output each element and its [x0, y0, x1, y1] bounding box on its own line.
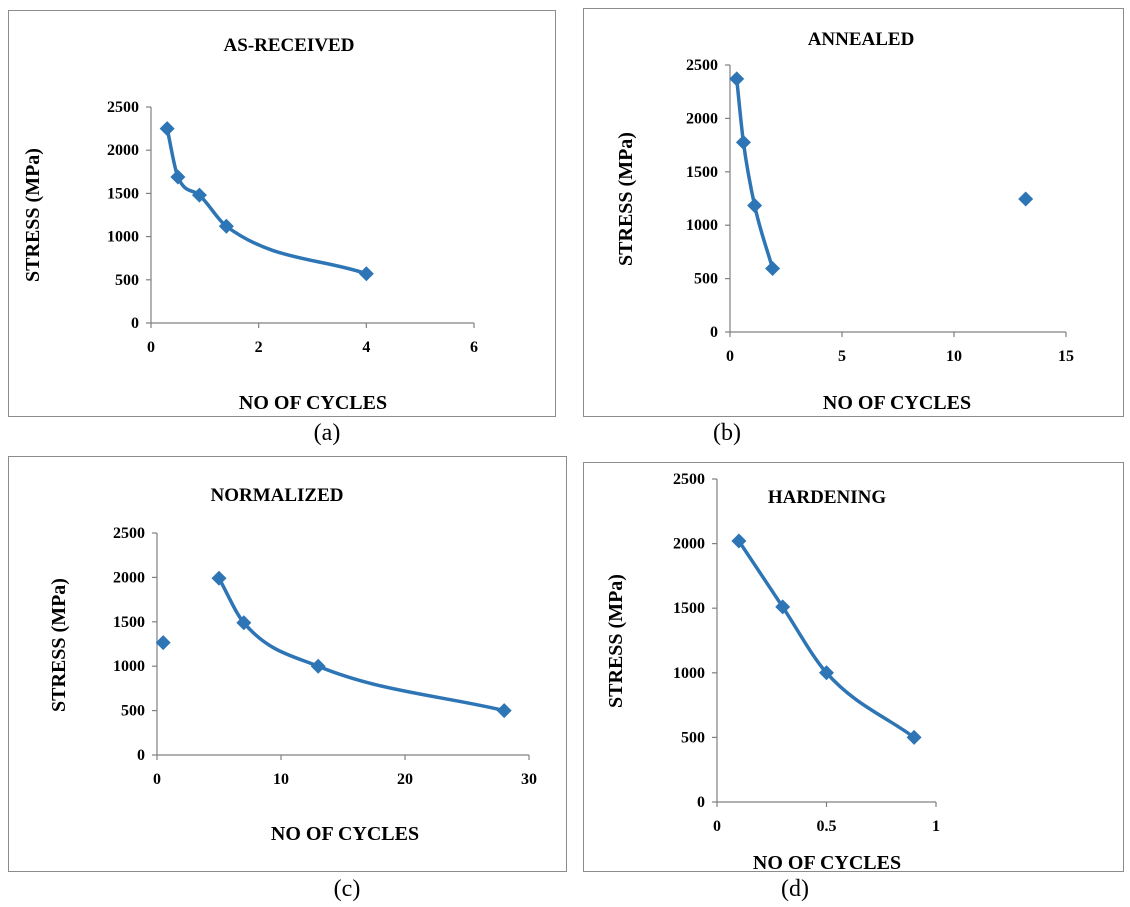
chart-as-received: AS-RECEIVED 0 500 1000 1500 2000 2500 0 2 4 6 NO OF…	[22, 35, 478, 414]
series-line	[217, 576, 506, 713]
x-tick-label: 0	[147, 339, 155, 356]
y-tick-label: 2000	[686, 110, 718, 127]
x-axis-label: NO OF CYCLES	[271, 823, 419, 845]
x-axis-label: NO OF CYCLES	[823, 392, 971, 414]
x-tick-label: 15	[1058, 348, 1074, 365]
data-point-marker	[819, 665, 834, 681]
caption-b: (b)	[713, 420, 741, 446]
data-point-marker	[358, 266, 374, 282]
y-tick-label: 1000	[107, 229, 139, 246]
data-point-marker	[775, 599, 791, 615]
caption-c: (c)	[333, 876, 361, 902]
x-tick-label: 4	[362, 339, 370, 356]
caption-a: (a)	[313, 420, 341, 446]
x-tick-label: 2	[255, 339, 263, 356]
data-point-marker	[731, 533, 747, 549]
data-point-marker	[729, 71, 745, 87]
y-tick-label: 2000	[113, 569, 145, 586]
x-tick-label: 0	[726, 348, 734, 365]
data-point-marker	[155, 635, 171, 651]
chart-title: NORMALIZED	[210, 485, 343, 506]
chart-hardening: HARDENING 0 500 1000 1500 2000 2500 0 0.5 1 NO OF …	[605, 471, 940, 873]
x-tick-label: 20	[397, 771, 413, 788]
chart-normalized: NORMALIZED 0 500 1000 1500 2000 2500 0 10 20 30 NO …	[48, 485, 537, 845]
y-tick-label: 0	[131, 315, 139, 332]
chart-annealed: ANNEALED 0 500 1000 1500 2000 2500 0 5 10 15 NO OF …	[615, 29, 1074, 414]
chart-panel-normalized: NORMALIZED 0 500 1000 1500 2000 2500 0 10 20 30 NO …	[8, 456, 567, 872]
x-tick-label: 10	[273, 771, 289, 788]
data-point-marker	[159, 121, 175, 137]
chart-title: HARDENING	[768, 487, 886, 508]
y-tick-label: 2000	[107, 142, 139, 159]
data-point-marker	[735, 134, 751, 150]
data-point-marker	[765, 260, 781, 276]
x-tick-label: 10	[946, 348, 962, 365]
y-axis-label: STRESS (MPa)	[48, 578, 70, 712]
data-point-marker	[236, 615, 252, 631]
x-tick-label: 0	[713, 818, 721, 835]
y-tick-label: 2000	[673, 536, 705, 553]
y-tick-label: 1500	[107, 185, 139, 202]
y-axis-label: STRESS (MPa)	[615, 132, 637, 266]
x-tick-label: 1	[932, 818, 940, 835]
y-tick-label: 500	[681, 729, 705, 746]
series-line	[737, 539, 916, 740]
data-point-marker	[191, 187, 207, 203]
y-tick-label: 1000	[113, 658, 145, 675]
x-tick-label: 0	[153, 771, 161, 788]
caption-d: (d)	[781, 876, 809, 902]
data-point-marker	[496, 703, 512, 719]
y-tick-label: 1000	[673, 665, 705, 682]
y-axis-label: STRESS (MPa)	[22, 148, 44, 282]
chart-panel-hardening: HARDENING 0 500 1000 1500 2000 2500 0 0.5 1 NO OF …	[583, 462, 1124, 873]
data-point-marker	[310, 658, 326, 674]
data-point-marker	[211, 570, 227, 586]
data-point-marker	[170, 169, 186, 185]
chart-title: AS-RECEIVED	[224, 35, 355, 56]
x-tick-label: 30	[521, 771, 537, 788]
data-point-marker	[747, 197, 763, 213]
data-point-marker	[1018, 191, 1034, 207]
y-tick-label: 0	[710, 324, 718, 341]
x-tick-label: 6	[470, 339, 478, 356]
x-tick-label: 5	[838, 348, 846, 365]
series-line	[165, 126, 369, 276]
chart-title: ANNEALED	[808, 29, 915, 50]
y-tick-label: 1500	[113, 614, 145, 631]
data-point-marker	[906, 729, 922, 745]
y-axis-label: STRESS (MPa)	[605, 574, 627, 708]
y-tick-label: 500	[121, 703, 145, 720]
data-point-marker	[218, 218, 234, 234]
chart-panel-annealed: ANNEALED 0 500 1000 1500 2000 2500 0 5 10 15 NO OF …	[583, 8, 1124, 417]
y-tick-label: 1500	[686, 164, 718, 181]
y-tick-label: 2500	[673, 471, 705, 488]
y-tick-label: 500	[694, 271, 718, 288]
series-line	[734, 77, 775, 271]
x-axis-label: NO OF CYCLES	[239, 392, 387, 414]
y-tick-label: 1500	[673, 600, 705, 617]
y-tick-label: 2500	[107, 99, 139, 116]
chart-panel-as-received: AS-RECEIVED 0 500 1000 1500 2000 2500 0 2 4 6 NO OF…	[8, 10, 556, 417]
x-tick-label: 0.5	[817, 818, 837, 835]
y-tick-label: 500	[115, 272, 139, 289]
x-axis-label: NO OF CYCLES	[753, 852, 901, 873]
y-tick-label: 0	[137, 747, 145, 764]
y-tick-label: 0	[697, 794, 705, 811]
y-tick-label: 2500	[686, 57, 718, 74]
y-tick-label: 1000	[686, 217, 718, 234]
y-tick-label: 2500	[113, 525, 145, 542]
